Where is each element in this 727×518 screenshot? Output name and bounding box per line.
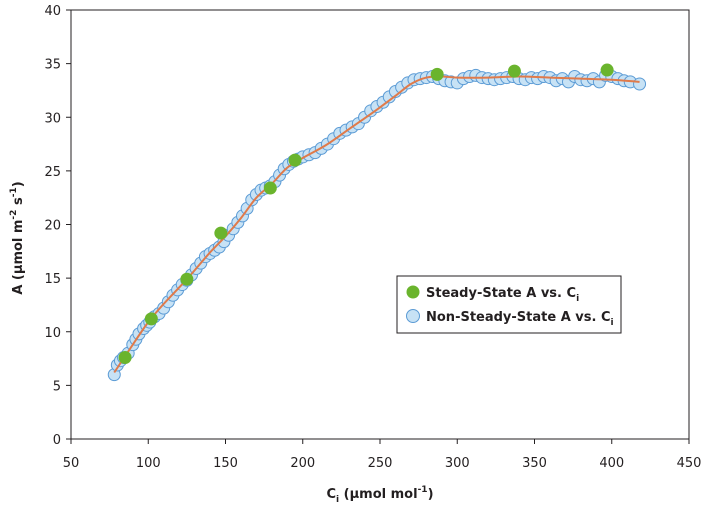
y-axis-title-superscript-1: -2 (9, 210, 19, 220)
legend-label-steady-state-main: Steady-State A vs. C (426, 286, 576, 301)
y-axis-title: A (µmol m-2 s-1) (9, 181, 26, 294)
x-axis-title-end: ) (428, 487, 434, 502)
x-axis-title-subscript: i (336, 495, 339, 505)
x-axis-title-main: C (326, 487, 336, 502)
x-tick-label: 300 (445, 456, 470, 471)
x-axis-title-unit: (µmol mol (339, 487, 417, 502)
legend-label-non-steady-state-subscript: i (611, 318, 614, 328)
x-tick-label: 350 (522, 456, 547, 471)
legend-box (396, 275, 622, 334)
y-axis-title-main: A (µmol m (11, 220, 26, 295)
steady-state-point (144, 312, 158, 326)
y-axis-title-end: ) (11, 181, 26, 187)
steady-state-points (118, 63, 614, 364)
axis-ticks (66, 9, 690, 444)
steady-state-point (507, 64, 521, 78)
y-tick-label: 0 (53, 433, 61, 448)
legend-label-steady-state: Steady-State A vs. Ci (426, 286, 579, 304)
y-tick-label: 20 (44, 219, 61, 234)
steady-state-point (118, 350, 132, 364)
steady-state-point (214, 226, 228, 240)
y-tick-label: 10 (44, 326, 61, 341)
legend-label-non-steady-state-main: Non-Steady-State A vs. C (426, 310, 611, 325)
x-tick-label: 450 (677, 456, 702, 471)
x-axis-title-superscript: -1 (418, 485, 428, 495)
legend: Steady-State A vs. Ci Non-Steady-State A… (396, 275, 622, 334)
y-tick-label: 30 (44, 111, 61, 126)
steady-state-point (263, 181, 277, 195)
steady-state-point (600, 63, 614, 77)
y-tick-label: 40 (44, 4, 61, 19)
legend-marker-non-steady-state (406, 309, 420, 323)
y-tick-label: 15 (44, 272, 61, 287)
x-tick-label: 400 (599, 456, 624, 471)
steady-state-point (430, 67, 444, 81)
x-tick-label: 200 (290, 456, 315, 471)
legend-marker-steady-state (406, 285, 420, 299)
x-tick-label: 250 (368, 456, 393, 471)
y-tick-label: 5 (53, 379, 61, 394)
x-axis-title: Ci (µmol mol-1) (326, 485, 433, 505)
x-tick-label: 100 (136, 456, 161, 471)
y-tick-label: 25 (44, 165, 61, 180)
y-tick-label: 35 (44, 58, 61, 73)
legend-label-non-steady-state: Non-Steady-State A vs. Ci (426, 310, 614, 328)
x-tick-label: 150 (213, 456, 238, 471)
x-tick-label: 50 (63, 456, 80, 471)
y-axis-title-superscript-2: -1 (9, 187, 19, 197)
steady-state-point (288, 153, 302, 167)
y-axis-title-mid: s (11, 197, 26, 210)
non-steady-state-point (633, 77, 647, 91)
legend-label-steady-state-subscript: i (576, 294, 579, 304)
steady-state-point (180, 272, 194, 286)
axis-tick-labels: 50 100 150 200 250 300 350 400 450 0 5 10 15 20 25 30 35… (44, 4, 701, 471)
